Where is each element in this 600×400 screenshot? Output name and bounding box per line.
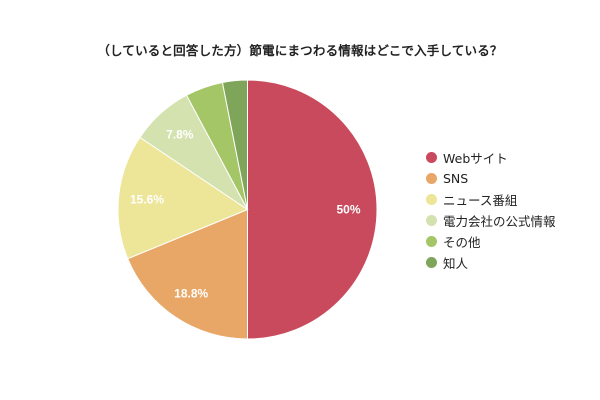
legend-item-news[interactable]: ニュース番組	[426, 189, 596, 210]
legend-label: Webサイト	[443, 151, 508, 166]
legend-marker-icon	[426, 257, 437, 268]
legend-marker-icon	[426, 236, 437, 247]
legend-item-acquaintance[interactable]: 知人	[426, 252, 596, 273]
legend-marker-icon	[426, 152, 437, 163]
legend-label: SNS	[443, 171, 469, 186]
legend-marker-icon	[426, 215, 437, 226]
pie-labels: 50% 18.8% 15.6% 7.8%	[130, 128, 361, 301]
pie-slice[interactable]	[247, 79, 378, 340]
slice-percent-label: 7.8%	[166, 128, 194, 142]
legend-label: 電力会社の公式情報	[443, 214, 556, 229]
pie-slice[interactable]	[117, 136, 249, 260]
legend-label: ニュース番組	[443, 193, 518, 208]
pie-slices	[117, 79, 378, 340]
pie-slice[interactable]	[221, 79, 248, 210]
legend-item-other[interactable]: その他	[426, 231, 596, 252]
legend-item-power-company[interactable]: 電力会社の公式情報	[426, 210, 596, 231]
legend-label: 知人	[443, 256, 469, 271]
legend-item-web[interactable]: Webサイト	[426, 147, 596, 168]
slice-percent-label: 18.8%	[174, 286, 208, 300]
legend-marker-icon	[426, 194, 437, 205]
slice-percent-label: 50%	[336, 203, 360, 217]
legend-label: その他	[443, 235, 481, 250]
legend-marker-icon	[426, 173, 437, 184]
slice-percent-label: 15.6%	[130, 192, 164, 206]
legend-item-sns[interactable]: SNS	[426, 168, 596, 189]
chart-title: （していると回答した方）節電にまつわる情報はどこで入手している？	[97, 43, 503, 58]
legend: Webサイト SNS ニュース番組 電力会社の公式情報 その他 知人	[426, 147, 596, 273]
pie-slice[interactable]	[127, 208, 248, 340]
